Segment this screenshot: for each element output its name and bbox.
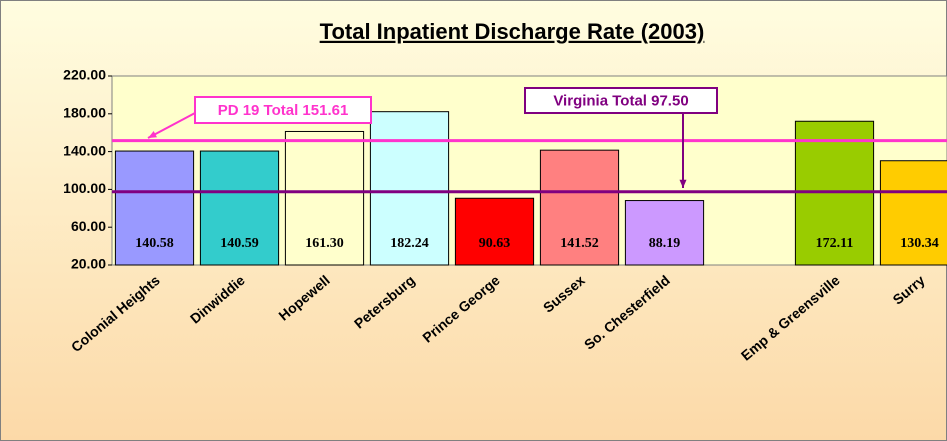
y-tick-label: 140.00	[63, 142, 106, 158]
y-tick-label: 180.00	[63, 105, 106, 121]
y-tick-label: 100.00	[63, 180, 106, 196]
bar	[199, 150, 280, 266]
data-label: 88.19	[649, 236, 681, 251]
bar	[624, 200, 705, 266]
data-label: 161.30	[305, 236, 344, 251]
bar	[454, 197, 535, 266]
arrow-head	[679, 179, 687, 188]
y-tick-label: 220.00	[63, 67, 106, 83]
annotation-label: Virginia Total 97.50	[553, 92, 688, 109]
arrow-head	[148, 131, 157, 138]
data-label: 172.11	[816, 236, 854, 251]
annotation-box	[524, 87, 718, 114]
bar	[284, 130, 365, 266]
annotation-label: PD 19 Total 151.61	[218, 102, 349, 119]
bar	[879, 160, 947, 266]
bar	[539, 149, 620, 266]
data-label: 182.24	[390, 236, 429, 251]
data-label: 130.34	[900, 236, 939, 251]
annotation-box	[194, 96, 372, 124]
data-label: 140.59	[220, 236, 259, 251]
bar	[369, 111, 450, 266]
data-label: 140.58	[135, 236, 174, 251]
annotation-arrow	[147, 112, 196, 139]
y-tick-label: 20.00	[71, 256, 106, 272]
bar	[114, 150, 195, 266]
data-label: 90.63	[479, 236, 511, 251]
data-label: 141.52	[560, 236, 599, 251]
y-tick-label: 60.00	[71, 218, 106, 234]
chart-title: Total Inpatient Discharge Rate (2003)	[320, 19, 705, 44]
